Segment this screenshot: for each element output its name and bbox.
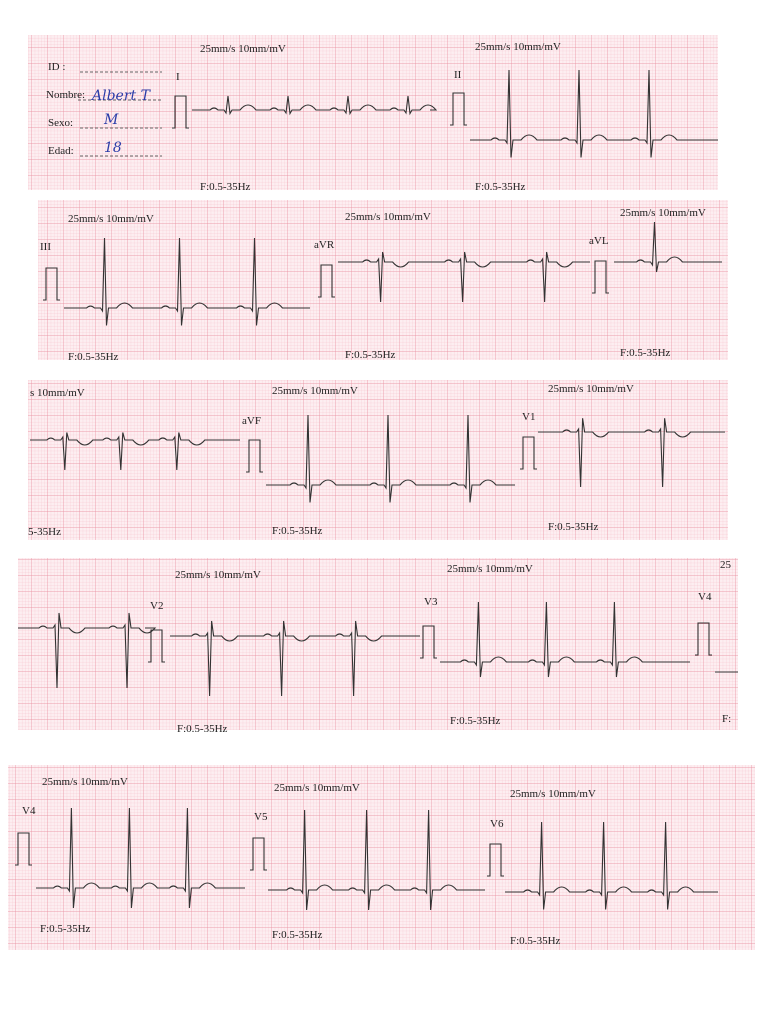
calibration-pulse	[520, 436, 537, 470]
ecg-trace	[36, 807, 245, 909]
ecg-grid	[28, 380, 728, 540]
field-label: Sexo:	[48, 117, 73, 129]
filter-setting: F:0.5-35Hz	[620, 347, 671, 359]
ecg-trace	[30, 432, 240, 471]
speed-setting: 25mm/s 10mm/mV	[620, 207, 706, 219]
lead-label: aVR	[314, 239, 335, 251]
lead-label: V1	[522, 411, 535, 423]
ecg-grid	[28, 35, 718, 190]
calibration-pulse	[318, 264, 335, 298]
lead-label: V3	[424, 596, 438, 608]
patient-name: Albert T	[90, 88, 152, 104]
lead-label: V2	[150, 600, 163, 612]
lead-label: V5	[254, 811, 268, 823]
calibration-pulse	[148, 629, 165, 663]
calibration-pulse	[592, 260, 609, 294]
calibration-pulse	[695, 622, 712, 656]
ecg-trace	[268, 809, 485, 911]
filter-setting: F:0.5-35Hz	[200, 181, 251, 193]
calibration-pulse	[43, 267, 60, 301]
speed-setting: 25mm/s 10mm/mV	[42, 776, 128, 788]
speed-setting: 25mm/s 10mm/mV	[68, 213, 154, 225]
calibration-pulse	[450, 92, 467, 126]
filter-setting: F:0.5-35Hz	[272, 525, 323, 537]
speed-setting: 25	[720, 559, 732, 571]
field-label: Nombre:	[46, 89, 85, 101]
lead-label: V4	[698, 591, 712, 603]
speed-setting: 25mm/s 10mm/mV	[548, 383, 634, 395]
speed-setting: 25mm/s 10mm/mV	[447, 563, 533, 575]
lead-label: III	[40, 241, 51, 253]
calibration-pulse	[172, 95, 189, 129]
speed-setting: 25mm/s 10mm/mV	[175, 569, 261, 581]
ecg-grid	[18, 558, 738, 730]
ecg-trace	[18, 612, 157, 689]
speed-setting: 25mm/s 10mm/mV	[345, 211, 431, 223]
filter-setting: F:0.5-35Hz	[68, 351, 119, 363]
ecg-trace	[538, 418, 725, 488]
patient-age: 18	[104, 140, 122, 156]
ecg-trace	[170, 620, 420, 697]
filter-setting: F:0.5-35Hz	[345, 349, 396, 361]
strips: 25mm/s 10mm/mV I F:0.5-35Hz 25mm/s 10mm/mV I…	[8, 35, 755, 950]
lead-label: aVL	[589, 235, 609, 247]
calibration-pulse	[420, 625, 437, 659]
filter-setting: F:	[722, 713, 731, 725]
filter-setting: F:0.5-35Hz	[510, 935, 561, 947]
filter-setting: F:0.5-35Hz	[450, 715, 501, 727]
calibration-pulse	[15, 832, 32, 866]
speed-setting: 25mm/s 10mm/mV	[274, 782, 360, 794]
ecg-trace	[266, 414, 515, 503]
ecg-trace	[614, 221, 722, 273]
lead-label: V4	[22, 805, 36, 817]
filter-setting: F:0.5-35Hz	[548, 521, 599, 533]
ecg-grid	[8, 765, 755, 950]
ecg-grid	[38, 200, 728, 360]
ecg-trace	[470, 69, 718, 158]
patient-sex: M	[103, 112, 119, 128]
lead-label: II	[454, 69, 462, 81]
ecg-trace	[64, 237, 310, 326]
filter-setting: 5-35Hz	[28, 526, 61, 538]
calibration-pulse	[250, 837, 267, 871]
lead-label: V6	[490, 818, 504, 830]
speed-setting: 25mm/s 10mm/mV	[475, 41, 561, 53]
field-label: Edad:	[48, 145, 74, 157]
filter-setting: F:0.5-35Hz	[475, 181, 526, 193]
lead-label: I	[176, 71, 180, 83]
ecg-trace	[505, 821, 718, 910]
filter-setting: F:0.5-35Hz	[272, 929, 323, 941]
ecg-trace	[192, 95, 438, 116]
speed-setting: 25mm/s 10mm/mV	[510, 788, 596, 800]
ecg-trace	[440, 601, 690, 678]
ecg-trace	[338, 251, 590, 303]
field-label: ID :	[48, 61, 65, 73]
calibration-pulse	[246, 439, 263, 473]
lead-label: aVF	[242, 415, 261, 427]
filter-setting: F:0.5-35Hz	[40, 923, 91, 935]
speed-setting: 25mm/s 10mm/mV	[272, 385, 358, 397]
speed-setting: s 10mm/mV	[30, 387, 85, 399]
speed-setting: 25mm/s 10mm/mV	[200, 43, 286, 55]
calibration-pulse	[487, 843, 504, 877]
filter-setting: F:0.5-35Hz	[177, 723, 228, 735]
